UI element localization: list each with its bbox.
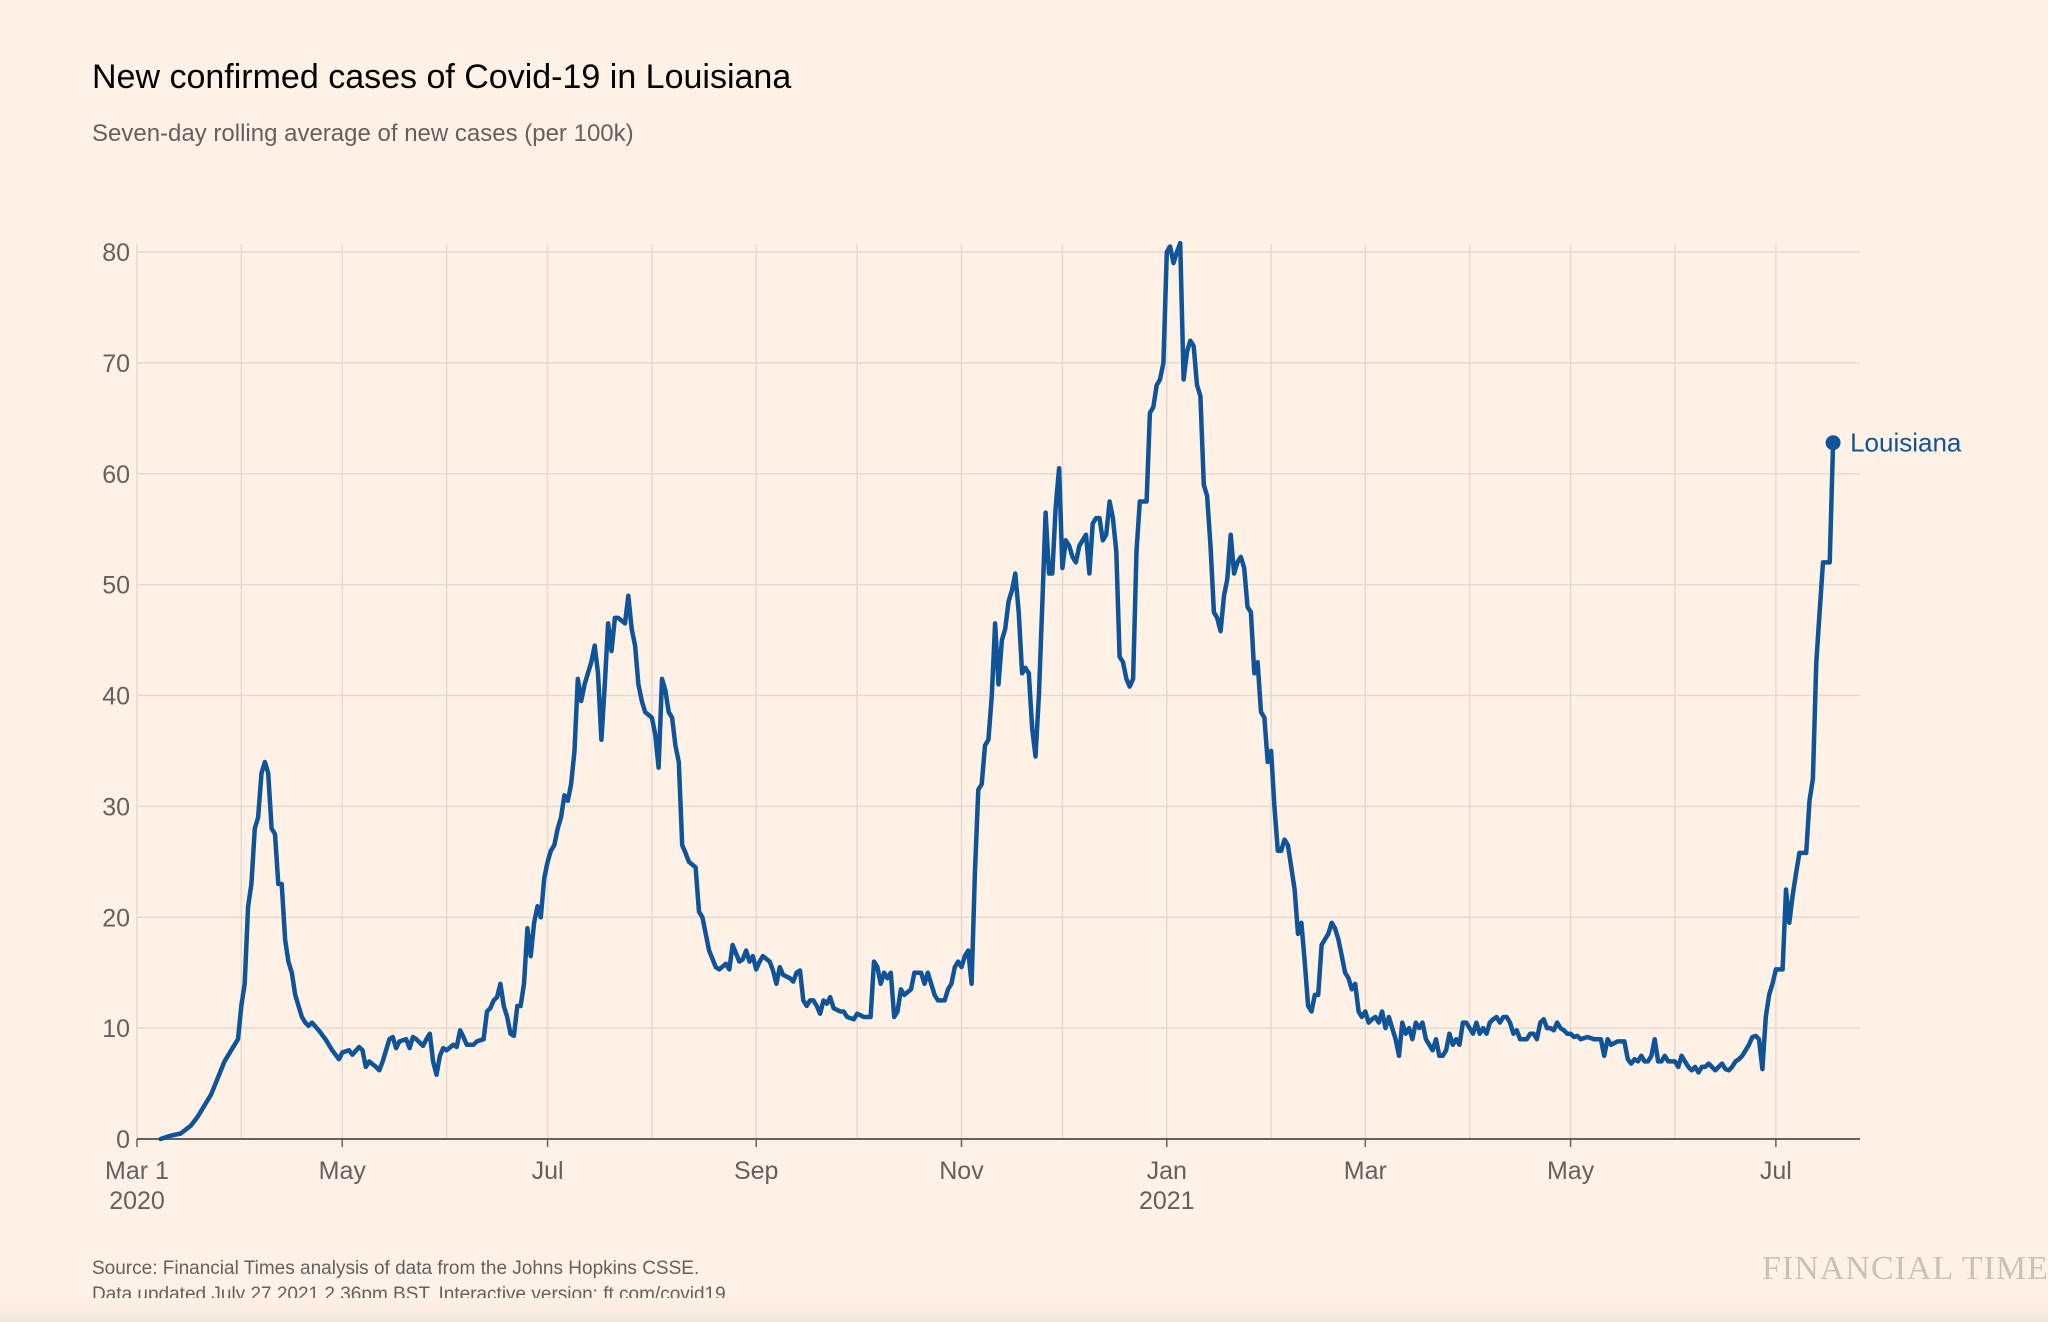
ft-logo: FINANCIAL TIMES	[1762, 1250, 2048, 1287]
x-tick-label: Nov	[939, 1157, 984, 1185]
y-tick-label: 10	[102, 1015, 130, 1043]
y-tick-label: 30	[102, 793, 130, 821]
x-tick-label: Mar 1	[105, 1157, 169, 1185]
x-tick-label: Jul	[1760, 1157, 1792, 1185]
y-tick-label: 70	[102, 350, 130, 378]
x-tick-label: May	[319, 1157, 367, 1185]
series-label: Louisiana	[1850, 428, 1962, 458]
chart-subtitle: Seven-day rolling average of new cases (…	[92, 120, 634, 147]
x-tick-label: Jan	[1147, 1157, 1187, 1185]
y-tick-label: 60	[102, 461, 130, 489]
y-tick-label: 40	[102, 683, 130, 711]
y-tick-label: 20	[102, 904, 130, 932]
series-layer: Louisiana	[158, 240, 1962, 1142]
vertical-gridlines	[136, 244, 1777, 1139]
y-tick-label: 0	[116, 1126, 130, 1154]
y-tick-label: 80	[102, 239, 130, 267]
series-end-marker	[1825, 435, 1841, 451]
series-line-louisiana	[158, 240, 1836, 1142]
horizontal-gridlines	[137, 251, 1860, 1029]
page-bottom-edge	[0, 1298, 2048, 1322]
chart-title: New confirmed cases of Covid-19 in Louis…	[92, 58, 792, 96]
x-tick-year-label: 2020	[109, 1187, 165, 1215]
x-tick-year-label: 2021	[1139, 1187, 1195, 1215]
y-tick-label: 50	[102, 572, 130, 600]
x-tick-label: Mar	[1344, 1157, 1387, 1185]
x-tick-label: Jul	[532, 1157, 564, 1185]
y-axis-tick-labels: 0 10 20 30 40 50 60 70 80	[102, 239, 130, 1154]
source-line: Source: Financial Times analysis of data…	[92, 1258, 700, 1279]
x-tick-label: Sep	[734, 1157, 778, 1185]
x-tick-label: May	[1547, 1157, 1595, 1185]
